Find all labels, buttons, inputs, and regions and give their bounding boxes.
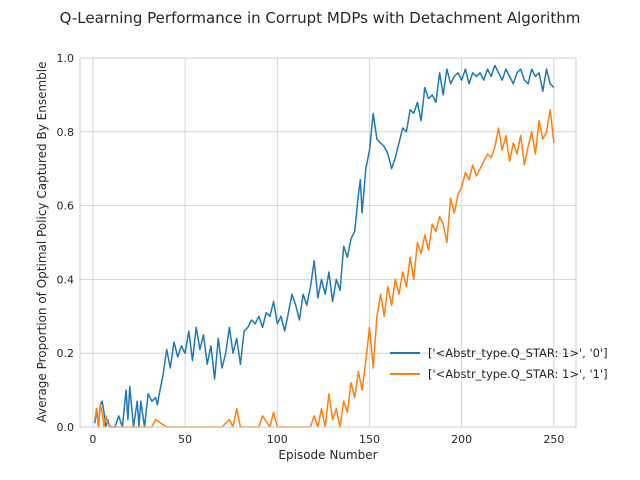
- y-tick-label: 0.4: [57, 273, 75, 286]
- x-tick-label: 50: [178, 433, 192, 446]
- tick-layer: 0 50 100 150 200 250 0.0 0.2 0.4 0.6 0.8 1.0: [57, 52, 565, 446]
- y-tick-label: 1.0: [57, 52, 75, 65]
- x-tick-label: 150: [359, 433, 380, 446]
- x-axis-label: Episode Number: [278, 448, 377, 462]
- series-line-0: [94, 64, 555, 428]
- legend-label-0: ['<Abstr_type.Q_STAR: 1>', '0']: [428, 346, 608, 360]
- y-axis-label: Average Proportion of Optimal Policy Cap…: [35, 62, 49, 423]
- y-tick-label: 0.2: [57, 347, 75, 360]
- y-tick-label: 0.8: [57, 126, 75, 139]
- x-tick-label: 0: [89, 433, 96, 446]
- plot-frame: [79, 57, 577, 428]
- chart-title: Q-Learning Performance in Corrupt MDPs w…: [60, 9, 581, 27]
- y-tick-label: 0.0: [57, 421, 75, 434]
- x-tick-label: 250: [543, 433, 564, 446]
- x-tick-label: 200: [451, 433, 472, 446]
- legend: ['<Abstr_type.Q_STAR: 1>', '0'] ['<Abstr_…: [390, 346, 608, 381]
- y-tick-label: 0.6: [57, 200, 75, 213]
- legend-label-1: ['<Abstr_type.Q_STAR: 1>', '1']: [428, 367, 608, 381]
- x-tick-label: 100: [267, 433, 288, 446]
